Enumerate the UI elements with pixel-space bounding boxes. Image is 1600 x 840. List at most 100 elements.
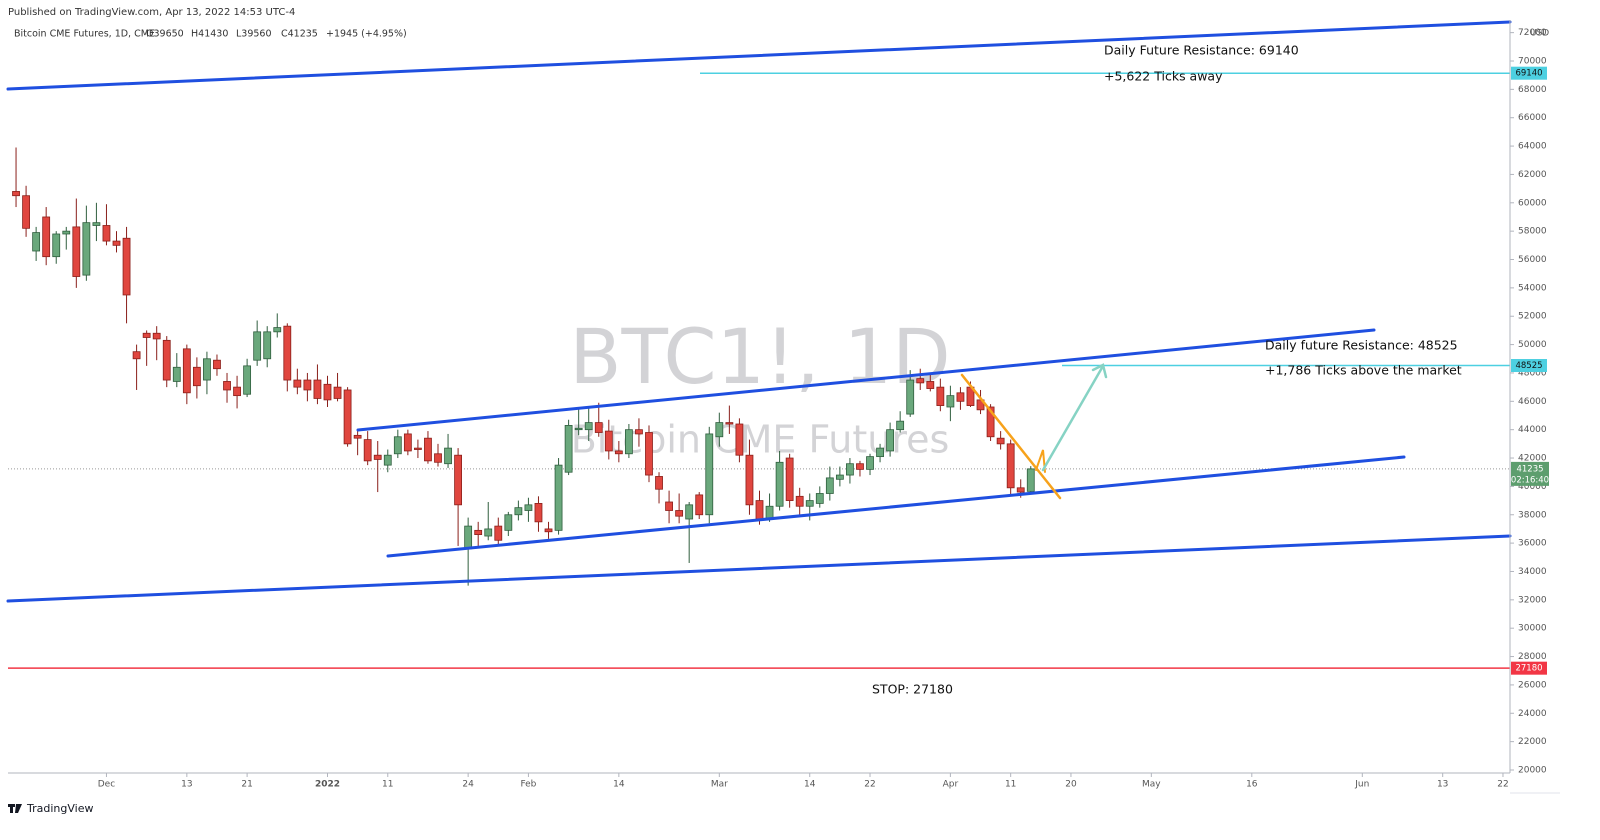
candle-body [524,504,533,511]
y-tick-label: 22000 [1518,737,1547,747]
candle-body [343,389,352,445]
candle-body [564,425,573,473]
candle-body [785,457,794,501]
trend-line [960,373,1062,500]
x-tick-label: 16 [1246,780,1258,790]
candle-body [856,463,864,470]
zigzag [1035,449,1046,473]
candle-body [916,378,925,384]
last-price-tag [1511,461,1549,486]
candle-body [82,222,91,276]
candle-body [685,504,694,520]
x-tick-label: 2022 [315,780,340,790]
candle-body [1016,487,1025,493]
candle-body [775,461,784,507]
candle-body [956,392,965,402]
y-tick-label: 56000 [1518,255,1547,265]
logo-mark [8,804,22,813]
y-tick-label: 52000 [1518,312,1547,322]
x-tick-label: 22 [864,780,875,790]
x-tick-label: Apr [943,780,959,790]
y-tick-label: 34000 [1518,567,1547,577]
candle-body [795,495,804,507]
candle-body [162,339,171,381]
candle-body [303,379,312,391]
candle-body [72,226,81,277]
y-tick-label: 54000 [1518,283,1547,293]
candle-body [926,381,935,389]
y-tick-label: 42000 [1518,454,1547,464]
candle-body [203,358,211,381]
candle-body [624,429,633,455]
candle-body [635,429,643,435]
candle-body [333,386,342,399]
candle-body [223,381,231,391]
trend-line [6,20,1512,91]
candle-body [604,430,613,452]
ohlc-value: C41235 [281,29,318,40]
y-tick-label: 64000 [1518,142,1547,152]
candle-body [996,437,1005,445]
ohlc-value: H41430 [191,29,228,40]
candle-body [464,525,473,550]
y-tick-label: 70000 [1518,56,1547,66]
candle-body [534,503,543,523]
y-tick-label: 46000 [1518,397,1547,407]
y-tick-label: 32000 [1518,595,1547,605]
trend-line [386,455,1406,558]
candle-body [434,453,442,463]
candle-body [32,232,41,252]
x-tick-label: 21 [241,780,252,790]
candle-body [554,464,563,531]
candle-body [574,427,583,431]
candle-body [102,225,111,242]
candle-body [42,216,51,258]
candle-body [675,510,684,517]
candle-body [233,386,241,397]
candle-body [112,240,121,246]
candle-body [213,359,221,370]
candle-body [745,454,754,506]
candle-body [866,456,874,470]
ohlc-value: O39650 [146,29,184,40]
y-tick-label: 62000 [1518,170,1547,180]
x-tick-label: Jun [1354,780,1369,790]
level-tag [1511,661,1547,675]
drawings [6,20,1512,603]
candle-body [424,437,432,462]
ohlc-value: +1945 (+4.95%) [326,29,407,40]
candle-body [444,447,452,465]
candle-body [454,454,462,506]
x-tick-label: May [1142,780,1161,790]
candle-body [614,450,623,455]
y-tick-label: 20000 [1518,765,1547,775]
candle-body [705,433,714,516]
candle-body [383,454,392,466]
annotation: +1,786 Ticks above the market [1265,363,1462,378]
annotation: +5,622 Ticks away [1104,69,1223,84]
annotation: STOP: 27180 [872,682,953,697]
logo: TradingView [8,802,93,815]
ohlc-value: L39560 [236,29,272,40]
candle-body [122,237,131,296]
candle-body [373,454,382,460]
x-tick-label: 11 [1005,780,1016,790]
x-tick-label: 11 [382,780,393,790]
axes: 20000 22000 24000 26000 28000 30000 32000 34000… [98,28,1549,789]
candle-body [655,476,663,490]
candle-body [846,463,854,476]
candle-body [132,351,141,360]
level-tag [1511,66,1547,80]
y-tick-label: 38000 [1518,510,1547,520]
candle-body [594,422,603,433]
candle-body [474,529,483,536]
candle-body [1006,443,1015,489]
ohlc: O39650 H41430 L39560 C41235 +1945 (+4.95%) [146,29,407,40]
last-price-label: 41235 [1516,464,1543,474]
y-tick-label: 44000 [1518,425,1547,435]
candle-body [152,332,161,340]
candle-body [896,420,905,431]
annotation: Daily future Resistance: 48525 [1265,338,1458,353]
levels [8,72,1510,669]
